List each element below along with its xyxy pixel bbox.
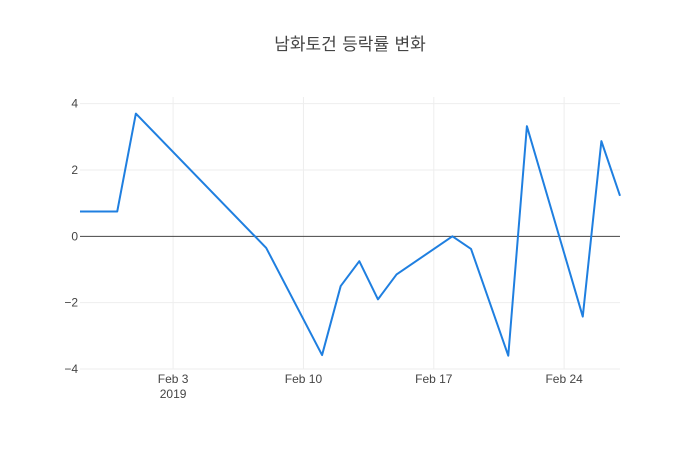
x-tick-label: Feb 24: [545, 372, 583, 386]
y-tick-label: 2: [71, 163, 78, 177]
y-tick-label: 4: [71, 97, 78, 111]
y-tick-label: 0: [71, 229, 78, 243]
x-tick-sublabel: 2019: [160, 387, 187, 401]
series-layer: [79, 112, 621, 357]
x-tick-label: Feb 17: [415, 372, 453, 386]
chart-title: 남화토건 등락률 변화: [274, 35, 426, 55]
gridlines: [80, 97, 620, 370]
y-tick-label: −4: [64, 362, 78, 376]
x-tick-label: Feb 3: [158, 372, 189, 386]
series-line: [80, 112, 621, 357]
y-tick-label: −2: [64, 296, 78, 310]
x-tick-label: Feb 10: [285, 372, 323, 386]
